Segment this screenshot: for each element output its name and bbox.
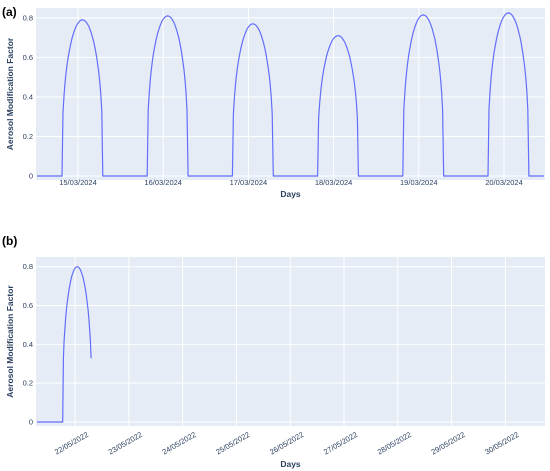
x-tick-label: 20/03/2024	[485, 178, 523, 187]
y-axis-title: Aerosol Modification Factor	[5, 37, 15, 150]
y-tick-label: 0.2	[23, 379, 33, 388]
x-tick-label: 27/05/2022	[322, 430, 359, 457]
y-axis-title: Aerosol Modification Factor	[5, 285, 15, 398]
y-tick-label: 0.6	[23, 53, 33, 62]
x-tick-label: 22/05/2022	[53, 430, 90, 457]
y-tick-label: 0.2	[23, 132, 33, 141]
panel-label: (b)	[2, 234, 17, 248]
panel-label: (a)	[2, 5, 17, 19]
x-axis-title: Days	[280, 459, 301, 469]
x-tick-label: 29/05/2022	[430, 430, 467, 457]
x-tick-label: 15/03/2024	[59, 178, 97, 187]
y-tick-label: 0.6	[23, 301, 33, 310]
x-tick-label: 30/05/2022	[483, 430, 520, 457]
x-tick-label: 28/05/2022	[376, 430, 413, 457]
x-tick-label: 19/03/2024	[400, 178, 438, 187]
x-tick-label: 24/05/2022	[161, 430, 198, 457]
x-tick-label: 17/03/2024	[230, 178, 268, 187]
x-axis-title: Days	[280, 189, 301, 199]
x-tick-label: 26/05/2022	[268, 430, 305, 457]
y-tick-label: 0	[29, 172, 33, 181]
series-line	[37, 12, 544, 177]
plot-area	[36, 8, 545, 180]
y-tick-label: 0.4	[23, 92, 33, 101]
y-tick-label: 0	[29, 418, 33, 427]
y-tick-label: 0.4	[23, 340, 33, 349]
x-tick-label: 23/05/2022	[107, 430, 144, 457]
series-line	[37, 266, 92, 423]
y-tick-label: 0.8	[23, 13, 33, 22]
y-tick-label: 0.8	[23, 262, 33, 271]
x-tick-label: 16/03/2024	[144, 178, 182, 187]
x-tick-label: 25/05/2022	[214, 430, 251, 457]
x-tick-label: 18/03/2024	[315, 178, 353, 187]
